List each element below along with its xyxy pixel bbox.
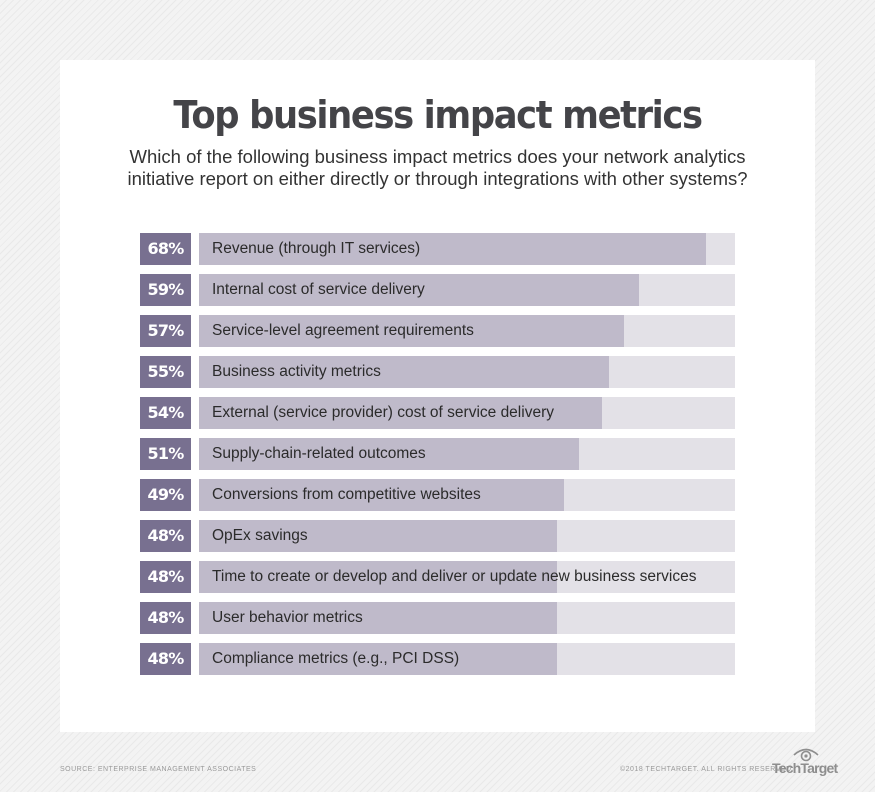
bar-row: 55% Business activity metrics [140,356,736,388]
bar-label: Time to create or develop and deliver or… [212,568,697,585]
bar-label: Service-level agreement requirements [212,322,474,339]
percent-badge: 48% [140,561,191,593]
bar-fill [199,233,706,265]
chart-subtitle: Which of the following business impact m… [0,146,875,190]
bar-track: OpEx savings [199,520,735,552]
percent-badge: 48% [140,602,191,634]
bar-track: Conversions from competitive websites [199,479,735,511]
percent-badge: 57% [140,315,191,347]
bar-track: Internal cost of service delivery [199,274,735,306]
bar-label: OpEx savings [212,527,308,544]
bar-track: External (service provider) cost of serv… [199,397,735,429]
bar-label: Business activity metrics [212,363,381,380]
percent-badge: 54% [140,397,191,429]
bar-row: 49% Conversions from competitive websites [140,479,736,511]
bar-fill [199,438,579,470]
percent-badge: 49% [140,479,191,511]
bar-row: 59% Internal cost of service delivery [140,274,736,306]
chart-title: Top business impact metrics [173,93,703,137]
bar-row: 48% User behavior metrics [140,602,736,634]
bar-fill [199,561,557,593]
bar-fill [199,479,564,511]
bar-track: User behavior metrics [199,602,735,634]
bar-label: Internal cost of service delivery [212,281,425,298]
source-note: SOURCE: ENTERPRISE MANAGEMENT ASSOCIATES [60,766,257,773]
bar-label: Compliance metrics (e.g., PCI DSS) [212,650,460,667]
bar-fill [199,274,639,306]
bar-row: 57% Service-level agreement requirements [140,315,736,347]
bar-track: Revenue (through IT services) [199,233,735,265]
subtitle-line-1: Which of the following business impact m… [129,146,746,167]
bar-track: Business activity metrics [199,356,735,388]
bar-fill [199,602,557,634]
bar-track: Service-level agreement requirements [199,315,735,347]
bar-label: Conversions from competitive websites [212,486,481,503]
bar-row: 68% Revenue (through IT services) [140,233,736,265]
bar-track: Supply-chain-related outcomes [199,438,735,470]
bar-track: Time to create or develop and deliver or… [199,561,735,593]
percent-badge: 55% [140,356,191,388]
subtitle-line-2: initiative report on either directly or … [127,168,748,189]
percent-badge: 48% [140,520,191,552]
bar-row: 51% Supply-chain-related outcomes [140,438,736,470]
eye-icon [793,748,819,762]
bar-label: Supply-chain-related outcomes [212,445,426,462]
bar-row: 48% Compliance metrics (e.g., PCI DSS) [140,643,736,675]
bar-track: Compliance metrics (e.g., PCI DSS) [199,643,735,675]
bar-row: 54% External (service provider) cost of s… [140,397,736,429]
percent-badge: 59% [140,274,191,306]
bar-row: 48% OpEx savings [140,520,736,552]
percent-badge: 48% [140,643,191,675]
bar-fill [199,397,602,429]
percent-badge: 68% [140,233,191,265]
bar-label: User behavior metrics [212,609,363,626]
percent-badge: 51% [140,438,191,470]
bar-fill [199,520,557,552]
bar-fill [199,315,624,347]
techtarget-logo: TechTarget [772,760,838,776]
bar-row: 48% Time to create or develop and deliver… [140,561,736,593]
bar-fill [199,356,609,388]
bar-label: External (service provider) cost of serv… [212,404,554,421]
bar-label: Revenue (through IT services) [212,240,421,257]
copyright-note: ©2018 TECHTARGET. ALL RIGHTS RESERVED [620,766,792,773]
bar-fill [199,643,557,675]
